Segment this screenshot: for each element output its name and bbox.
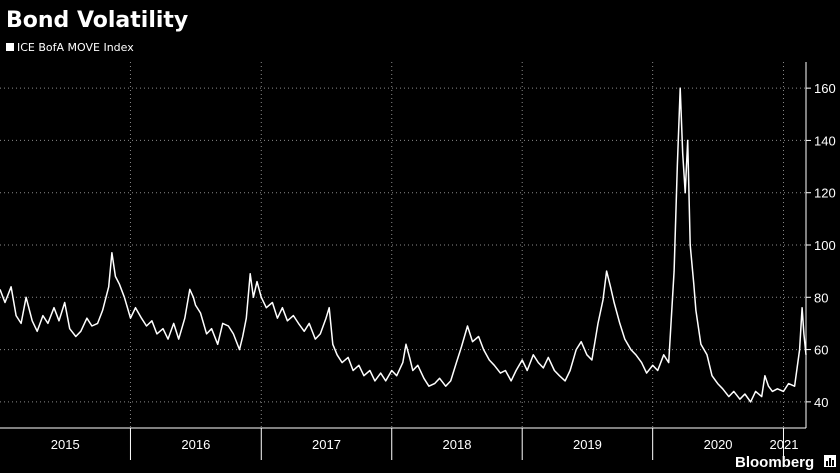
x-tick-label: 2019 xyxy=(573,437,602,452)
bloomberg-logo: Bloomberg xyxy=(735,454,814,471)
x-axis-ticks: 2015 2016 2017 2018 2019 2020 2021 xyxy=(51,428,799,460)
x-year-separators xyxy=(129,62,784,428)
bloomberg-chart-icon xyxy=(824,455,836,467)
x-tick-label: 2017 xyxy=(312,437,341,452)
y-axis-ticks: 40 60 80 100 120 140 160 xyxy=(806,81,836,410)
x-tick-label: 2018 xyxy=(443,437,472,452)
y-tick-label: 40 xyxy=(814,395,828,410)
y-tick-label: 60 xyxy=(814,343,828,358)
x-tick-label: 2015 xyxy=(51,437,80,452)
series-line-move-index xyxy=(0,87,807,403)
legend-label: ICE BofA MOVE Index xyxy=(17,41,134,54)
y-tick-label: 100 xyxy=(814,238,836,253)
legend-swatch xyxy=(6,43,14,51)
x-tick-label: 2021 xyxy=(770,437,799,452)
y-tick-label: 160 xyxy=(814,81,836,96)
chart-title: Bond Volatility xyxy=(6,8,188,33)
y-gridlines xyxy=(0,87,806,403)
y-tick-label: 120 xyxy=(814,186,836,201)
y-tick-label: 80 xyxy=(814,290,828,305)
y-tick-label: 140 xyxy=(814,133,836,148)
x-tick-label: 2016 xyxy=(181,437,210,452)
x-tick-label: 2020 xyxy=(704,437,733,452)
